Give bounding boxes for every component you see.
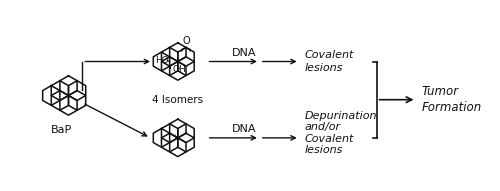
Text: O: O — [182, 36, 190, 45]
Text: DNA: DNA — [232, 48, 256, 58]
Text: DNA: DNA — [232, 124, 256, 134]
Text: BaP: BaP — [50, 125, 71, 135]
Text: HO: HO — [154, 56, 168, 65]
Text: Tumor
Formation: Tumor Formation — [422, 85, 482, 114]
Text: $^+$: $^+$ — [171, 134, 179, 144]
Text: 4 Isomers: 4 Isomers — [152, 95, 204, 105]
Text: OH: OH — [172, 65, 186, 74]
Text: Depurination
and/or
Covalent
lesions: Depurination and/or Covalent lesions — [304, 111, 377, 155]
Text: Covalent
lesions: Covalent lesions — [304, 50, 354, 73]
